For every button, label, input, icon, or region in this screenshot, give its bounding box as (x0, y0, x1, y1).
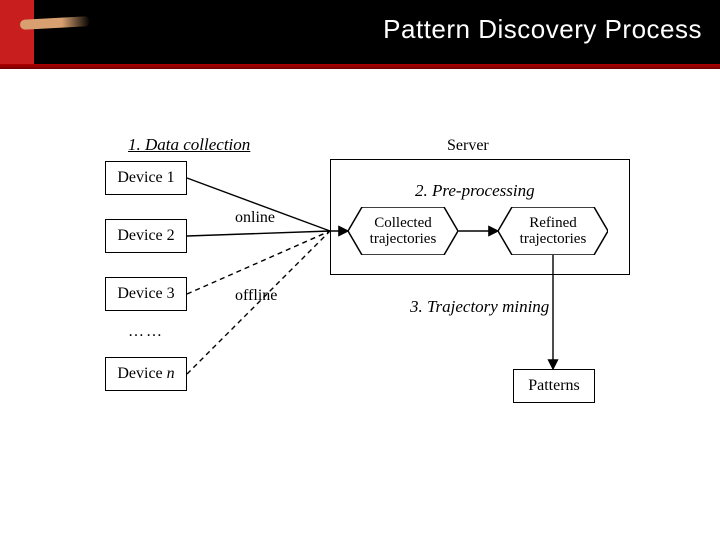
collected-trajectories-hex: Collected trajectories (348, 207, 458, 255)
device-n-label: Device n (117, 365, 174, 383)
device-2-box: Device 2 (105, 219, 187, 253)
patterns-label: Patterns (528, 377, 580, 395)
collected-trajectories-label: Collected trajectories (348, 207, 458, 255)
dev3-to-hub (187, 231, 330, 294)
slide-header: Pattern Discovery Process (0, 0, 720, 64)
device-n-box: Device n (105, 357, 187, 391)
device-2-label: Device 2 (117, 227, 174, 245)
online-label: online (235, 209, 275, 227)
section-data-collection: 1. Data collection (128, 135, 250, 155)
header-photo (0, 0, 130, 64)
refined-trajectories-label: Refined trajectories (498, 207, 608, 255)
device-1-box: Device 1 (105, 161, 187, 195)
offline-label: offline (235, 287, 277, 305)
server-label: Server (447, 137, 489, 155)
dev2-to-hub (187, 231, 330, 236)
device-3-label: Device 3 (117, 285, 174, 303)
section-trajectory-mining: 3. Trajectory mining (410, 297, 549, 317)
device-1-label: Device 1 (117, 169, 174, 187)
slide-title: Pattern Discovery Process (383, 14, 702, 45)
header-photo-accent (0, 0, 34, 64)
device-ellipsis: …… (128, 323, 164, 341)
patterns-box: Patterns (513, 369, 595, 403)
device-3-box: Device 3 (105, 277, 187, 311)
refined-trajectories-hex: Refined trajectories (498, 207, 608, 255)
diagram-area: 1. Data collection 2. Pre-processing 3. … (0, 69, 720, 540)
